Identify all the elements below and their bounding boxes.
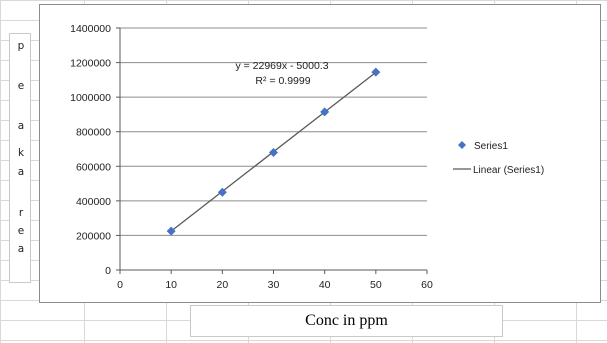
y-axis-label-char: a (18, 243, 24, 255)
x-tick-label: 20 (216, 279, 228, 291)
x-tick-label: 50 (370, 279, 382, 291)
y-axis-label-char: e (18, 225, 24, 237)
data-point (269, 147, 278, 157)
legend-label-series1: Series1 (474, 141, 508, 152)
x-axis-label: Conc in ppm (190, 305, 503, 337)
y-axis-label-char: a (18, 166, 24, 178)
legend-marker-series1 (458, 141, 466, 149)
y-axis-label-char: k (18, 147, 25, 159)
y-axis-label-char: r (19, 207, 24, 219)
y-tick-label: 600000 (76, 161, 111, 173)
y-tick-label: 1200000 (70, 58, 111, 70)
data-point (371, 67, 381, 77)
data-point (217, 187, 227, 197)
data-point (320, 107, 330, 117)
y-tick-label: 400000 (76, 196, 111, 208)
y-tick-label: 200000 (76, 230, 111, 242)
y-tick-label: 1400000 (70, 23, 111, 35)
x-tick-label: 0 (117, 279, 123, 291)
x-tick-label: 60 (421, 279, 433, 291)
y-tick-label: 800000 (76, 127, 111, 139)
y-axis-label-char: p (18, 40, 25, 52)
data-point (166, 226, 176, 236)
legend: Series1 Linear (Series1) (453, 141, 544, 176)
trendline-equation: y = 22969x - 5000.3 (235, 60, 328, 72)
x-tick-label: 10 (165, 279, 177, 291)
chart-area[interactable]: 0 200000 400000 600000 800000 1000000 1200000 1… (39, 4, 601, 303)
x-tick-label: 30 (268, 279, 280, 291)
y-axis-label-char: e (18, 80, 24, 92)
y-tick-label: 1000000 (70, 92, 111, 104)
chart: 0 200000 400000 600000 800000 1000000 1200000 1… (70, 23, 544, 291)
legend-label-trendline: Linear (Series1) (473, 165, 544, 176)
y-tick-label: 0 (105, 265, 111, 277)
trendline-r-squared: R² = 0.9999 (255, 75, 310, 87)
x-tick-label: 40 (319, 279, 331, 291)
y-axis-label-char: a (18, 120, 24, 132)
